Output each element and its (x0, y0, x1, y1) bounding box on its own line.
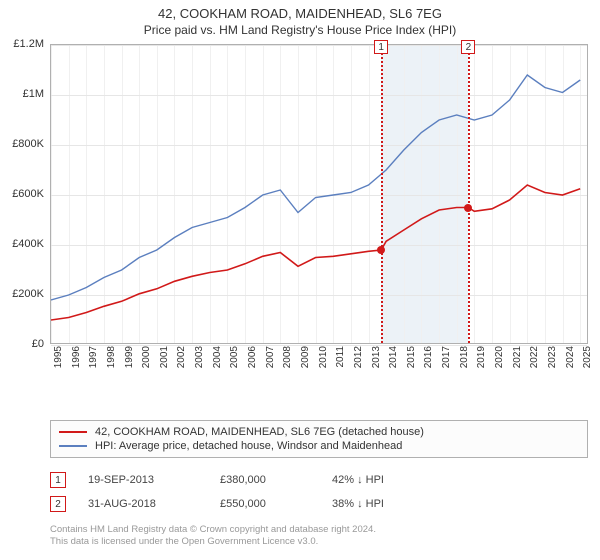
chart-container: 42, COOKHAM ROAD, MAIDENHEAD, SL6 7EG Pr… (0, 0, 600, 560)
chart-area: 12 £0£200K£400K£600K£800K£1M£1.2M1995199… (50, 44, 588, 374)
data-marker (464, 204, 472, 212)
x-axis-label: 2024 (565, 346, 576, 368)
x-axis-label: 1997 (88, 346, 99, 368)
x-axis-label: 2020 (494, 346, 505, 368)
transaction-badge: 2 (50, 496, 66, 512)
y-axis-label: £1M (0, 88, 44, 100)
legend-swatch (59, 431, 87, 433)
line-series-svg (51, 45, 589, 345)
event-vline (468, 45, 470, 343)
x-axis-label: 2011 (335, 346, 346, 368)
x-axis-label: 2019 (476, 346, 487, 368)
footer-line-2: This data is licensed under the Open Gov… (50, 536, 588, 548)
x-axis-label: 1995 (53, 346, 64, 368)
transactions-table: 1 19-SEP-2013 £380,000 42% ↓ HPI 2 31-AUG-201… (50, 468, 588, 516)
y-axis-label: £0 (0, 338, 44, 350)
event-badge: 1 (374, 40, 388, 54)
x-axis-label: 2013 (371, 346, 382, 368)
legend-item: HPI: Average price, detached house, Wind… (59, 439, 579, 453)
x-axis-label: 2006 (247, 346, 258, 368)
y-axis-label: £800K (0, 138, 44, 150)
x-axis-label: 1996 (71, 346, 82, 368)
x-axis-label: 2005 (229, 346, 240, 368)
x-axis-label: 2001 (159, 346, 170, 368)
transaction-row: 2 31-AUG-2018 £550,000 38% ↓ HPI (50, 492, 588, 516)
transaction-diff: 42% ↓ HPI (332, 474, 442, 486)
transaction-row: 1 19-SEP-2013 £380,000 42% ↓ HPI (50, 468, 588, 492)
x-axis-label: 2007 (265, 346, 276, 368)
x-axis-label: 2025 (582, 346, 593, 368)
x-axis-label: 2000 (141, 346, 152, 368)
y-axis-label: £400K (0, 238, 44, 250)
transaction-price: £380,000 (220, 474, 310, 486)
x-axis-label: 1998 (106, 346, 117, 368)
x-axis-label: 2010 (318, 346, 329, 368)
x-axis-label: 2015 (406, 346, 417, 368)
x-axis-label: 2004 (212, 346, 223, 368)
footer-line-1: Contains HM Land Registry data © Crown c… (50, 524, 588, 536)
x-axis-label: 2017 (441, 346, 452, 368)
legend-label: HPI: Average price, detached house, Wind… (95, 440, 402, 452)
legend-swatch (59, 445, 87, 447)
data-marker (377, 246, 385, 254)
x-axis-label: 2002 (176, 346, 187, 368)
transaction-diff: 38% ↓ HPI (332, 498, 442, 510)
x-axis-label: 2023 (547, 346, 558, 368)
series-hpi (51, 75, 580, 300)
transaction-date: 19-SEP-2013 (88, 474, 198, 486)
x-axis-label: 2018 (459, 346, 470, 368)
chart-title: 42, COOKHAM ROAD, MAIDENHEAD, SL6 7EG (0, 6, 600, 21)
y-axis-label: £200K (0, 288, 44, 300)
x-axis-label: 2016 (423, 346, 434, 368)
transaction-badge: 1 (50, 472, 66, 488)
x-axis-label: 2008 (282, 346, 293, 368)
event-badge: 2 (461, 40, 475, 54)
x-axis-label: 1999 (124, 346, 135, 368)
title-block: 42, COOKHAM ROAD, MAIDENHEAD, SL6 7EG Pr… (0, 0, 600, 39)
legend-label: 42, COOKHAM ROAD, MAIDENHEAD, SL6 7EG (d… (95, 426, 424, 438)
legend: 42, COOKHAM ROAD, MAIDENHEAD, SL6 7EG (d… (50, 420, 588, 458)
x-axis-label: 2022 (529, 346, 540, 368)
plot-area: 12 (50, 44, 588, 344)
x-axis-label: 2012 (353, 346, 364, 368)
legend-item: 42, COOKHAM ROAD, MAIDENHEAD, SL6 7EG (d… (59, 425, 579, 439)
event-vline (381, 45, 383, 343)
series-property (51, 185, 580, 320)
x-axis-label: 2003 (194, 346, 205, 368)
transaction-date: 31-AUG-2018 (88, 498, 198, 510)
chart-subtitle: Price paid vs. HM Land Registry's House … (0, 23, 600, 37)
y-axis-label: £600K (0, 188, 44, 200)
y-axis-label: £1.2M (0, 38, 44, 50)
x-axis-label: 2014 (388, 346, 399, 368)
x-axis-label: 2021 (512, 346, 523, 368)
footer-attribution: Contains HM Land Registry data © Crown c… (50, 524, 588, 549)
x-axis-label: 2009 (300, 346, 311, 368)
transaction-price: £550,000 (220, 498, 310, 510)
